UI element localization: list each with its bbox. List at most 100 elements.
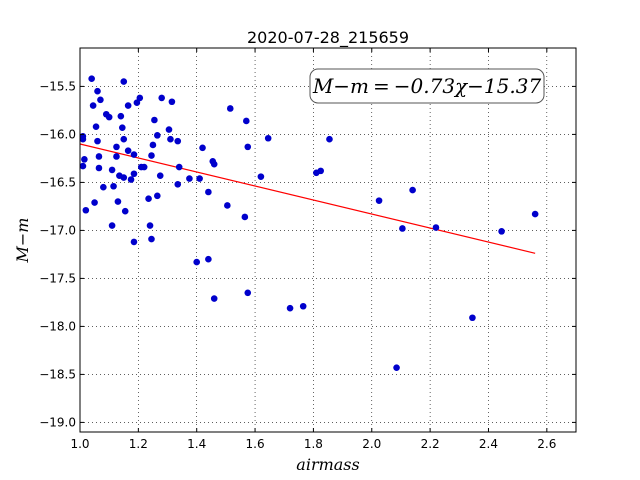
y-tick-label: −18.0 bbox=[39, 319, 76, 333]
data-point bbox=[243, 117, 250, 125]
data-point bbox=[244, 289, 252, 297]
data-point bbox=[100, 183, 107, 191]
data-point bbox=[286, 304, 294, 312]
data-point bbox=[165, 126, 173, 133]
data-point bbox=[114, 198, 122, 205]
data-point bbox=[264, 134, 272, 142]
data-point bbox=[531, 210, 539, 218]
data-point bbox=[130, 170, 138, 178]
data-point bbox=[124, 147, 132, 155]
fit-line bbox=[79, 143, 536, 254]
data-point bbox=[156, 172, 164, 179]
data-point bbox=[79, 135, 87, 143]
y-tick-labels: −15.5 −16.0 −16.5 −17.0 −17.5 −18.0 −18.5 −19.0 bbox=[39, 79, 76, 429]
data-point bbox=[399, 225, 406, 232]
data-point bbox=[108, 222, 116, 229]
y-axis-label: M−m bbox=[13, 218, 32, 264]
data-point bbox=[210, 160, 218, 168]
data-point bbox=[244, 143, 252, 151]
data-point bbox=[95, 153, 103, 160]
data-point bbox=[168, 98, 176, 106]
data-point bbox=[89, 102, 97, 109]
data-point bbox=[146, 222, 154, 229]
data-point bbox=[196, 175, 203, 182]
data-point bbox=[210, 295, 218, 302]
data-point bbox=[120, 174, 128, 181]
axis-ticks bbox=[79, 48, 576, 432]
data-point bbox=[186, 175, 193, 182]
x-tick-label: 2.4 bbox=[479, 437, 498, 451]
data-point bbox=[175, 163, 183, 171]
x-tick-label: 1.4 bbox=[187, 437, 206, 451]
data-point bbox=[113, 153, 120, 160]
data-point bbox=[119, 124, 126, 131]
data-point bbox=[148, 152, 155, 159]
data-point bbox=[205, 255, 212, 263]
data-point bbox=[498, 228, 505, 235]
data-point bbox=[108, 166, 116, 174]
data-point bbox=[91, 199, 98, 206]
y-tick-label: −16.0 bbox=[39, 127, 76, 141]
data-point bbox=[193, 258, 201, 266]
data-point bbox=[127, 176, 135, 183]
data-point bbox=[469, 314, 476, 322]
data-point bbox=[174, 137, 182, 145]
data-point bbox=[140, 163, 148, 171]
data-point bbox=[226, 105, 234, 112]
x-tick-label: 2.6 bbox=[537, 437, 556, 451]
data-point bbox=[136, 94, 144, 102]
data-point bbox=[199, 144, 206, 152]
data-point bbox=[79, 162, 87, 170]
data-point bbox=[130, 238, 138, 246]
data-point bbox=[151, 116, 158, 124]
data-point bbox=[375, 197, 383, 204]
x-tick-label: 1.6 bbox=[246, 437, 265, 451]
annotation-text: M−m = −0.73χ−15.37 bbox=[312, 74, 542, 98]
chart-title: 2020-07-28_215659 bbox=[247, 28, 409, 48]
y-tick-label: −16.5 bbox=[39, 175, 76, 189]
grid-lines bbox=[80, 48, 576, 432]
data-point bbox=[95, 164, 103, 172]
data-point bbox=[121, 207, 129, 215]
data-point bbox=[117, 112, 125, 120]
data-point bbox=[94, 137, 101, 145]
data-point bbox=[317, 167, 325, 175]
x-tick-label: 1.2 bbox=[129, 437, 148, 451]
annotation-box bbox=[309, 68, 545, 104]
y-tick-label: −15.5 bbox=[39, 79, 76, 93]
plot-frame bbox=[79, 47, 577, 433]
data-point bbox=[92, 123, 100, 131]
data-point bbox=[133, 99, 141, 107]
data-point bbox=[158, 94, 165, 102]
data-point bbox=[409, 186, 416, 194]
x-axis-label: airmass bbox=[296, 455, 359, 474]
x-tick-label: 1.8 bbox=[304, 437, 323, 451]
x-tick-label: 2.0 bbox=[362, 437, 381, 451]
data-point bbox=[154, 132, 161, 139]
data-point bbox=[432, 224, 440, 231]
y-tick-label: −18.5 bbox=[39, 367, 76, 381]
data-point bbox=[81, 156, 88, 163]
data-point bbox=[120, 78, 128, 85]
data-point bbox=[82, 206, 90, 214]
fit-equation-annotation: M−m = −0.73χ−15.37 bbox=[309, 68, 545, 104]
data-point bbox=[105, 113, 113, 121]
data-point bbox=[393, 364, 400, 371]
x-tick-label: 2.2 bbox=[421, 437, 440, 451]
data-point bbox=[174, 181, 182, 188]
data-point bbox=[110, 182, 117, 190]
data-point bbox=[88, 75, 95, 83]
data-point bbox=[124, 102, 132, 109]
y-tick-label: −17.0 bbox=[39, 223, 76, 237]
data-point bbox=[120, 135, 128, 143]
x-tick-labels: 1.0 1.2 1.4 1.6 1.8 2.0 2.2 2.4 2.6 bbox=[70, 437, 556, 451]
data-point bbox=[149, 141, 157, 149]
data-point bbox=[154, 192, 161, 200]
data-points bbox=[79, 75, 539, 371]
data-point bbox=[326, 135, 333, 143]
data-point bbox=[145, 195, 152, 203]
y-tick-label: −19.0 bbox=[39, 415, 76, 429]
data-point bbox=[299, 302, 307, 310]
data-point bbox=[113, 143, 120, 151]
